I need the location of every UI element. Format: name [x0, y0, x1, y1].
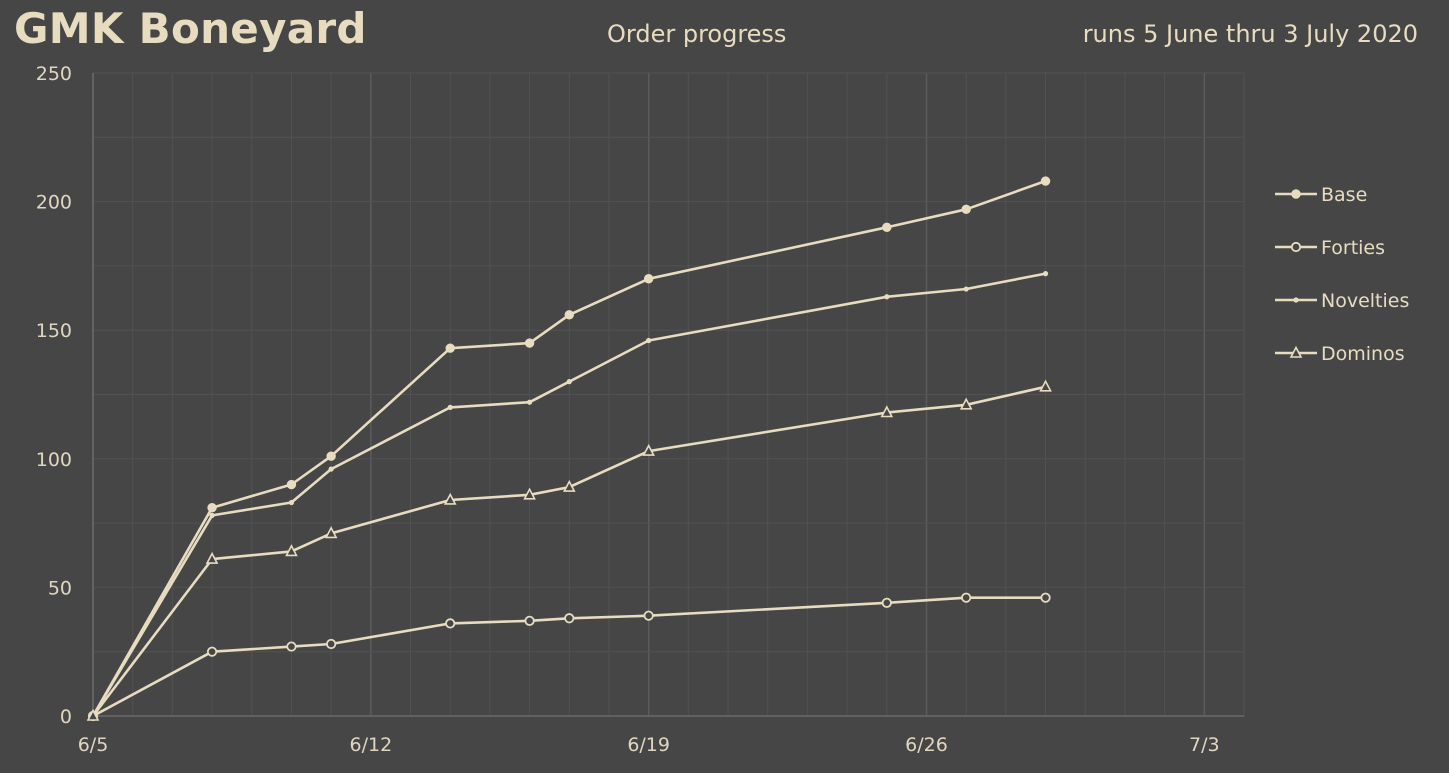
x-tick-label: 6/19 — [627, 734, 670, 756]
data-point-novelties — [1042, 271, 1049, 277]
data-point-base — [445, 343, 455, 353]
data-point-dominos — [523, 487, 536, 500]
y-tick-label: 200 — [36, 192, 72, 214]
data-point-forties — [881, 597, 892, 608]
data-point-dominos — [285, 544, 298, 557]
data-point-base — [882, 222, 892, 233]
data-point-novelties — [963, 286, 969, 292]
data-point-dominos — [324, 526, 338, 539]
data-point-dominos — [562, 479, 576, 492]
y-tick-label: 100 — [36, 449, 72, 471]
data-point-base — [961, 204, 971, 215]
chart-title: GMK Boneyard — [14, 4, 367, 53]
data-point-forties — [643, 610, 654, 621]
legend-marker-dominos — [1289, 345, 1303, 358]
y-tick-label: 0 — [60, 706, 72, 728]
data-point-forties — [1040, 592, 1051, 603]
chart-subtitle: Order progress — [607, 20, 787, 48]
data-point-base — [524, 338, 535, 348]
data-point-dominos — [443, 492, 457, 505]
x-tick-label: 6/26 — [905, 734, 948, 756]
data-point-novelties — [884, 294, 890, 300]
data-point-novelties — [209, 512, 215, 518]
data-point-base — [564, 310, 574, 320]
data-point-base — [643, 274, 654, 284]
data-point-dominos — [86, 708, 100, 721]
x-tick-label: 7/3 — [1189, 734, 1220, 756]
data-point-forties — [326, 638, 337, 650]
data-point-forties — [286, 641, 297, 652]
data-point-novelties — [566, 379, 572, 385]
data-point-dominos — [642, 443, 655, 456]
legend-marker-base — [1291, 189, 1301, 199]
data-point-forties — [206, 646, 218, 657]
data-point-base — [207, 502, 217, 513]
x-tick-label: 6/5 — [78, 734, 109, 756]
data-point-novelties — [288, 499, 295, 506]
x-tick-label: 6/12 — [349, 734, 392, 756]
data-point-novelties — [447, 404, 453, 410]
legend-label-forties: Forties — [1321, 237, 1385, 259]
date-range-label: runs 5 June thru 3 July 2020 — [1082, 20, 1418, 48]
data-point-base — [326, 451, 336, 461]
y-tick-label: 250 — [36, 63, 72, 85]
y-tick-label: 50 — [48, 577, 72, 599]
legend-marker-novelties — [1293, 297, 1299, 303]
data-point-novelties — [526, 399, 533, 405]
data-point-novelties — [646, 337, 652, 344]
data-point-forties — [961, 592, 972, 603]
legend-label-base: Base — [1321, 184, 1367, 206]
data-point-base — [286, 479, 297, 490]
data-point-dominos — [1039, 379, 1052, 392]
legend-label-novelties: Novelties — [1321, 290, 1409, 312]
data-point-dominos — [959, 397, 973, 410]
data-point-dominos — [880, 405, 894, 418]
data-point-base — [1040, 176, 1051, 186]
legend-label-dominos: Dominos — [1321, 343, 1405, 365]
data-point-forties — [445, 618, 456, 629]
data-point-dominos — [205, 551, 219, 564]
legend-marker-forties — [1290, 241, 1302, 253]
data-point-forties — [564, 613, 575, 624]
data-point-novelties — [328, 466, 334, 472]
data-point-forties — [524, 615, 535, 626]
y-tick-label: 150 — [36, 320, 72, 342]
